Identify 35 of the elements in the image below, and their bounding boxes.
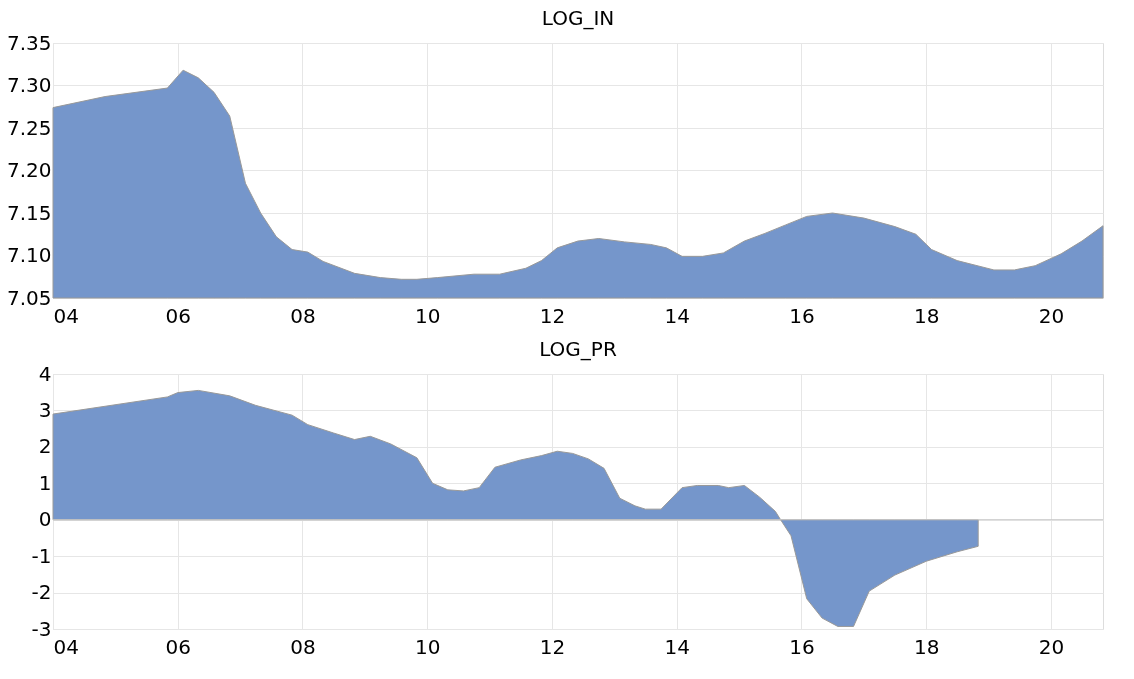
x-tick-label: 18 xyxy=(914,303,940,328)
y-tick-label: 1 xyxy=(38,470,52,495)
y-tick-label: 4 xyxy=(38,361,52,386)
y-tick-label: 7.30 xyxy=(6,73,52,97)
y-tick-label: 0 xyxy=(38,507,52,532)
y-tick-label: 7.05 xyxy=(6,285,52,310)
x-tick-label: 04 xyxy=(53,634,79,659)
x-tick-label: 10 xyxy=(415,634,441,659)
x-tick-label: 20 xyxy=(1038,303,1065,328)
y-tick-label: -2 xyxy=(31,580,52,605)
x-tick-label: 16 xyxy=(789,303,815,328)
x-tick-label: 10 xyxy=(415,303,441,328)
x-tick-label: 06 xyxy=(165,634,192,659)
y-tick-label: 2 xyxy=(38,434,52,459)
y-tick-label: 7.15 xyxy=(6,200,52,225)
x-tick-label: 08 xyxy=(290,634,316,659)
x-tick-label: 06 xyxy=(165,303,192,328)
x-tick-label: 04 xyxy=(53,303,79,328)
x-tick-label: 12 xyxy=(539,303,566,328)
chart-title: LOG_IN xyxy=(541,6,615,30)
x-tick-label: 16 xyxy=(789,634,815,659)
x-tick-label: 20 xyxy=(1038,634,1065,659)
y-tick-label: -3 xyxy=(31,616,52,641)
x-tick-label: 14 xyxy=(664,303,691,328)
x-tick-label: 14 xyxy=(664,634,691,659)
x-tick-label: 08 xyxy=(290,303,316,328)
y-tick-label: -1 xyxy=(31,543,52,568)
x-tick-label: 18 xyxy=(914,634,940,659)
y-tick-label: 3 xyxy=(38,397,52,422)
y-tick-label: 7.25 xyxy=(6,115,52,140)
y-tick-label: 7.35 xyxy=(6,30,52,55)
y-tick-label: 7.10 xyxy=(6,243,52,267)
y-tick-label: 7.20 xyxy=(6,158,52,182)
chart-title: LOG_PR xyxy=(539,337,617,361)
x-tick-label: 12 xyxy=(539,634,566,659)
